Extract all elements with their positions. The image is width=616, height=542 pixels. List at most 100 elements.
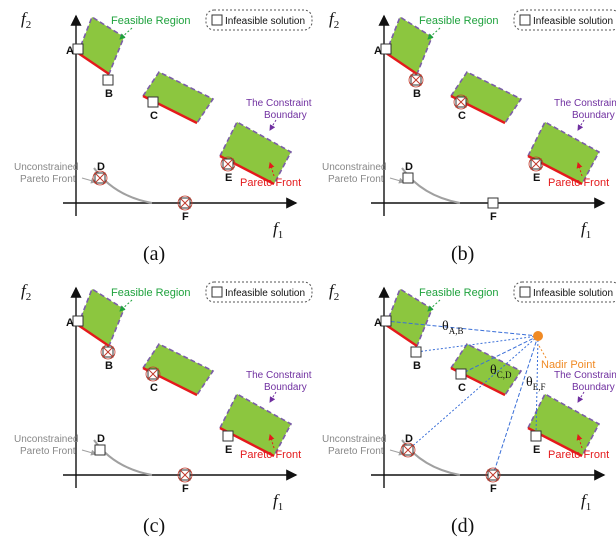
theta-ef-label: θE,F bbox=[526, 375, 545, 392]
solution-point-D bbox=[94, 444, 106, 456]
constraint-boundary-label-line1: The Constraint bbox=[246, 370, 312, 381]
nadir-point-label: Nadir Point bbox=[541, 359, 595, 371]
unconstrained-label-line1: Unconstrained bbox=[14, 434, 78, 445]
infeasible-ring-B bbox=[100, 344, 116, 360]
constraint-boundary-arrow bbox=[269, 119, 277, 131]
feasible-region-2 bbox=[451, 72, 521, 123]
pareto-front-segment-1 bbox=[385, 52, 418, 75]
feasible-region-label: Feasible Region bbox=[111, 15, 191, 27]
solution-point-E bbox=[530, 430, 542, 442]
point-label-D: D bbox=[97, 433, 105, 445]
constraint-boundary-2 bbox=[450, 70, 523, 124]
infeasible-ring-E bbox=[220, 156, 236, 172]
f1-axis-label: f1 bbox=[581, 491, 591, 513]
panel-caption: (d) bbox=[451, 515, 474, 537]
constraint-boundary-arrow bbox=[577, 391, 585, 403]
f2-axis-label: f2 bbox=[21, 9, 31, 31]
theta-cd-label: θC,D bbox=[490, 363, 512, 380]
feasible-region-label: Feasible Region bbox=[419, 287, 499, 299]
unconstrained-arrow bbox=[389, 177, 405, 184]
constraint-boundary-1 bbox=[77, 15, 125, 75]
point-label-B: B bbox=[413, 360, 421, 372]
feasible-region-arrow bbox=[119, 27, 133, 40]
panel-d: f2 f1 Infeasible solution Feasible Region Pa… bbox=[322, 281, 616, 537]
point-label-F: F bbox=[490, 483, 497, 495]
legend-label: Infeasible solution bbox=[225, 288, 305, 299]
solution-point-E bbox=[222, 430, 234, 442]
panel-caption: (b) bbox=[451, 243, 474, 265]
constraint-boundary-arrow bbox=[269, 391, 277, 403]
solution-point-A bbox=[72, 315, 84, 327]
panel-caption: (c) bbox=[143, 515, 165, 537]
point-label-E: E bbox=[533, 172, 540, 184]
projection-line bbox=[535, 335, 539, 437]
constraint-boundary-label-line2: Boundary bbox=[264, 110, 307, 121]
infeasible-ring-F bbox=[485, 467, 501, 483]
projection-line bbox=[385, 320, 539, 337]
infeasible-cross-D bbox=[402, 444, 414, 456]
legend-box bbox=[513, 281, 616, 303]
constraint-boundary-label-line2: Boundary bbox=[572, 110, 615, 121]
infeasible-ring-D bbox=[400, 442, 416, 458]
pareto-front-label: Pareto Front bbox=[548, 177, 609, 189]
theta-ab-label: θA,B bbox=[442, 319, 463, 336]
point-label-E: E bbox=[225, 444, 232, 456]
infeasible-ring-F bbox=[177, 467, 193, 483]
feasible-region-2 bbox=[143, 344, 213, 395]
legend-label: Infeasible solution bbox=[225, 16, 305, 27]
pareto-front-label: Pareto Front bbox=[240, 177, 301, 189]
legend-box bbox=[205, 9, 313, 31]
feasible-region-arrow bbox=[427, 27, 441, 40]
point-label-D: D bbox=[405, 161, 413, 173]
constraint-boundary-3 bbox=[219, 120, 293, 185]
point-label-B: B bbox=[105, 360, 113, 372]
point-label-B: B bbox=[413, 88, 421, 100]
unconstrained-arrow bbox=[81, 449, 97, 456]
constraint-boundary-3 bbox=[527, 120, 601, 185]
legend-marker bbox=[211, 14, 223, 26]
panel-b: f2 f1 Infeasible solution Feasible Region Pa… bbox=[322, 9, 616, 265]
feasible-region-label: Feasible Region bbox=[111, 287, 191, 299]
point-label-D: D bbox=[97, 161, 105, 173]
projection-line bbox=[492, 335, 539, 476]
legend-box bbox=[513, 9, 616, 31]
infeasible-cross-B bbox=[410, 74, 422, 86]
infeasible-ring-B bbox=[408, 72, 424, 88]
point-label-C: C bbox=[150, 110, 158, 122]
unconstrained-label-line2: Pareto Front bbox=[20, 446, 76, 457]
projection-line bbox=[415, 335, 539, 353]
solution-point-A bbox=[380, 43, 392, 55]
constraint-boundary-label-line2: Boundary bbox=[264, 382, 307, 393]
f2-axis-label: f2 bbox=[21, 281, 31, 303]
point-label-C: C bbox=[458, 110, 466, 122]
legend-marker bbox=[211, 286, 223, 298]
infeasible-cross-D bbox=[94, 172, 106, 184]
projection-line bbox=[460, 335, 539, 375]
constraint-boundary-label-line1: The Constraint bbox=[554, 370, 616, 381]
legend-marker bbox=[519, 14, 531, 26]
unconstrained-label-line1: Unconstrained bbox=[322, 434, 386, 445]
solution-point-A bbox=[380, 315, 392, 327]
feasible-region-2 bbox=[143, 72, 213, 123]
point-label-F: F bbox=[182, 211, 189, 223]
nadir-point-marker bbox=[533, 331, 543, 341]
solution-point-C bbox=[147, 96, 159, 108]
unconstrained-label-line1: Unconstrained bbox=[322, 162, 386, 173]
unconstrained-label-line2: Pareto Front bbox=[328, 174, 384, 185]
legend-box bbox=[205, 281, 313, 303]
constraint-boundary-arrow bbox=[577, 119, 585, 131]
point-label-B: B bbox=[105, 88, 113, 100]
unconstrained-label-line2: Pareto Front bbox=[20, 174, 76, 185]
feasible-region-label: Feasible Region bbox=[419, 15, 499, 27]
point-label-E: E bbox=[533, 444, 540, 456]
feasible-region-arrow bbox=[427, 299, 441, 312]
infeasible-ring-C bbox=[453, 94, 469, 110]
legend-label: Infeasible solution bbox=[533, 16, 613, 27]
point-label-A: A bbox=[66, 317, 74, 329]
point-label-D: D bbox=[405, 433, 413, 445]
pareto-front-segment-1 bbox=[385, 324, 418, 347]
nadir-point-arrow bbox=[537, 343, 547, 359]
f1-axis-label: f1 bbox=[273, 491, 283, 513]
f1-axis-label: f1 bbox=[273, 219, 283, 241]
solution-point-C bbox=[455, 368, 467, 380]
